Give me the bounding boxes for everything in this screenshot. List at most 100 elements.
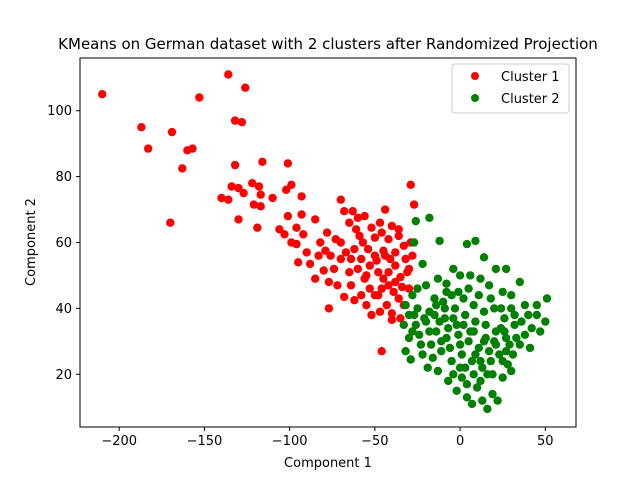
point-cluster-2-109 [505,340,514,349]
point-cluster-1-79 [333,281,342,290]
point-cluster-1-127 [386,254,395,264]
point-cluster-2-130 [474,291,483,300]
legend-marker-cluster-2 [471,94,479,102]
point-cluster-2-45 [437,347,446,356]
point-cluster-2-118 [449,314,458,323]
point-cluster-1-41 [305,259,315,269]
point-cluster-2-129 [464,284,473,293]
point-cluster-1-53 [370,233,380,242]
point-cluster-2-112 [536,327,545,336]
point-cluster-1-20 [268,193,277,203]
point-cluster-2-14 [541,317,550,326]
point-cluster-1-107 [401,254,410,264]
point-cluster-1-122 [350,244,359,254]
point-cluster-2-82 [413,304,422,313]
point-cluster-2-68 [457,373,466,382]
x-tick-label: −50 [361,434,388,449]
point-cluster-2-13 [542,294,552,303]
point-cluster-2-65 [433,366,443,376]
point-cluster-1-85 [367,310,376,320]
point-cluster-1-108 [404,264,414,274]
point-cluster-1-44 [326,251,335,260]
point-cluster-1-9 [224,70,233,79]
point-cluster-1-56 [387,221,397,231]
point-cluster-1-19 [258,157,267,166]
point-cluster-1-124 [394,231,403,241]
point-cluster-2-110 [517,317,526,326]
point-cluster-2-30 [438,297,448,306]
point-cluster-1-62 [336,238,345,247]
point-cluster-2-75 [493,396,502,405]
point-cluster-2-70 [467,399,477,409]
point-cluster-1-81 [340,292,349,302]
point-cluster-1-37 [280,230,289,239]
point-cluster-2-71 [472,383,482,392]
point-cluster-1-2 [144,144,153,153]
point-cluster-2-11 [532,310,541,320]
point-cluster-2-101 [425,327,434,336]
point-cluster-2-116 [430,310,439,320]
point-cluster-2-10 [524,310,533,320]
point-cluster-2-16 [433,274,443,283]
point-cluster-1-114 [379,246,388,255]
point-cluster-2-133 [507,304,516,313]
point-cluster-2-96 [478,363,487,372]
point-cluster-2-92 [437,337,446,346]
point-cluster-2-69 [462,393,472,402]
point-cluster-1-4 [178,164,187,173]
point-cluster-1-49 [345,218,354,227]
point-cluster-2-103 [444,324,453,333]
point-cluster-1-77 [319,266,328,275]
point-cluster-2-122 [490,337,499,346]
point-cluster-2-8 [501,264,511,274]
point-cluster-1-82 [350,296,359,305]
point-cluster-2-22 [484,281,494,290]
point-cluster-1-104 [367,223,376,232]
legend: Cluster 1 Cluster 2 [451,63,570,114]
point-cluster-2-32 [459,294,468,303]
point-cluster-2-72 [478,396,487,405]
point-cluster-2-4 [462,239,472,249]
point-cluster-1-31 [253,223,262,232]
point-cluster-1-121 [322,228,332,237]
point-cluster-2-90 [501,333,511,343]
point-cluster-2-106 [474,343,483,353]
point-cluster-2-86 [461,310,470,320]
point-cluster-2-121 [479,337,489,346]
point-cluster-2-76 [498,373,507,382]
point-cluster-2-21 [476,274,485,283]
point-cluster-1-118 [294,258,303,267]
series-cluster-2 [399,213,552,414]
point-cluster-2-117 [440,304,449,313]
point-cluster-1-71 [384,281,393,290]
point-cluster-2-125 [520,300,530,310]
point-cluster-2-43 [426,340,436,349]
point-cluster-2-28 [421,281,431,290]
point-cluster-2-20 [466,271,475,280]
point-cluster-2-25 [401,300,410,310]
point-cluster-1-83 [357,291,366,300]
point-cluster-1-40 [299,230,308,239]
point-cluster-1-61 [409,200,419,209]
point-cluster-1-33 [283,211,293,221]
point-cluster-1-27 [234,215,243,224]
y-tick-label: 40 [55,302,72,317]
point-cluster-2-64 [423,363,432,372]
point-cluster-2-37 [510,320,519,330]
point-cluster-1-75 [404,284,414,293]
point-cluster-2-128 [454,287,463,297]
point-cluster-2-67 [452,386,461,395]
point-cluster-2-48 [452,320,461,330]
point-cluster-2-35 [490,304,499,313]
point-cluster-1-126 [377,284,386,293]
point-cluster-2-131 [486,294,495,303]
legend-box [451,63,570,114]
point-cluster-2-17 [442,279,451,288]
point-cluster-1-97 [346,281,356,290]
point-cluster-1-51 [353,213,362,222]
point-cluster-1-116 [389,287,398,297]
point-cluster-2-34 [479,307,489,316]
legend-label-cluster-2: Cluster 2 [501,92,560,107]
point-cluster-2-119 [459,320,468,330]
